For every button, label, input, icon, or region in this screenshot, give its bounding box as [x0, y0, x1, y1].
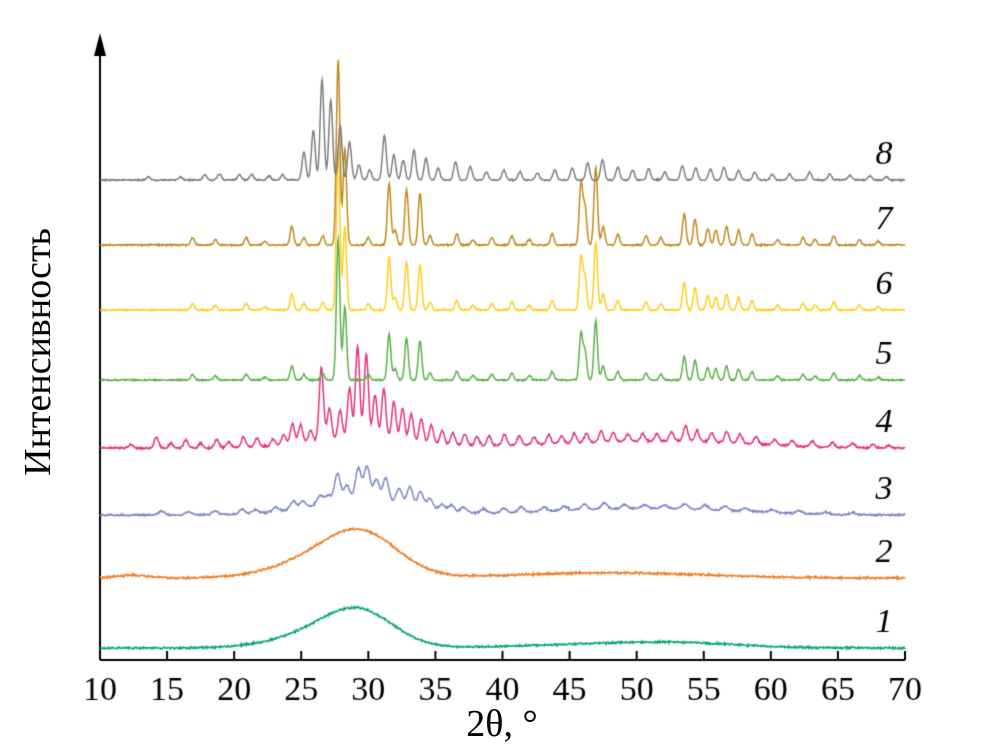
y-axis-label: Интенсивность [17, 228, 59, 476]
x-axis-label: 2θ, ° [466, 703, 538, 745]
